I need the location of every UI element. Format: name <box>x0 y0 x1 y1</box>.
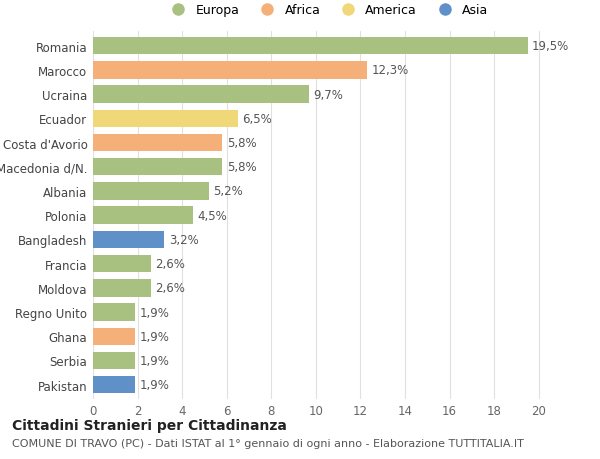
Bar <box>93 280 151 297</box>
Bar <box>93 183 209 200</box>
Bar <box>93 376 136 393</box>
Text: 2,6%: 2,6% <box>155 257 185 270</box>
Text: 5,8%: 5,8% <box>227 161 256 174</box>
Legend: Europa, Africa, America, Asia: Europa, Africa, America, Asia <box>161 0 493 22</box>
Bar <box>93 304 136 321</box>
Bar <box>93 134 222 152</box>
Text: 5,2%: 5,2% <box>214 185 243 198</box>
Bar <box>93 111 238 128</box>
Text: 19,5%: 19,5% <box>532 40 569 53</box>
Text: 1,9%: 1,9% <box>140 354 170 367</box>
Text: 1,9%: 1,9% <box>140 378 170 392</box>
Text: 12,3%: 12,3% <box>371 64 409 77</box>
Bar <box>93 328 136 345</box>
Bar <box>93 86 309 104</box>
Text: Cittadini Stranieri per Cittadinanza: Cittadini Stranieri per Cittadinanza <box>12 418 287 431</box>
Text: 1,9%: 1,9% <box>140 330 170 343</box>
Bar <box>93 159 222 176</box>
Text: 9,7%: 9,7% <box>314 89 344 101</box>
Text: 2,6%: 2,6% <box>155 282 185 295</box>
Text: 5,8%: 5,8% <box>227 137 256 150</box>
Bar <box>93 62 367 79</box>
Text: 4,5%: 4,5% <box>198 209 227 222</box>
Text: 6,5%: 6,5% <box>242 112 272 126</box>
Text: 3,2%: 3,2% <box>169 234 199 246</box>
Bar <box>93 38 527 56</box>
Bar <box>93 231 164 249</box>
Text: 1,9%: 1,9% <box>140 306 170 319</box>
Bar <box>93 255 151 273</box>
Bar <box>93 207 193 224</box>
Text: COMUNE DI TRAVO (PC) - Dati ISTAT al 1° gennaio di ogni anno - Elaborazione TUTT: COMUNE DI TRAVO (PC) - Dati ISTAT al 1° … <box>12 438 524 448</box>
Bar <box>93 352 136 369</box>
